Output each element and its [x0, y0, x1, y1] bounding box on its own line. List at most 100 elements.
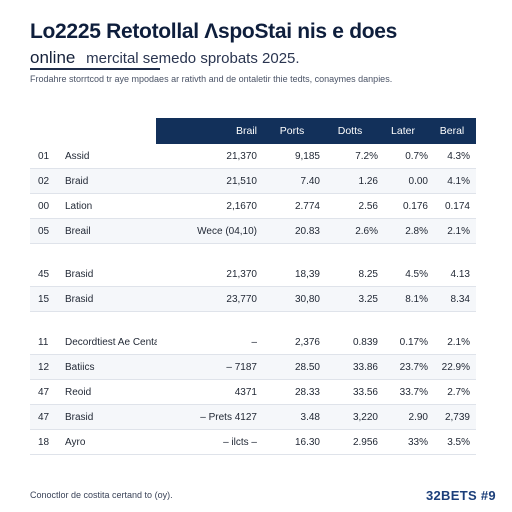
- table-row: 05 Breail Wece (04,10) 20.83 2.6% 2.8% 2.1%: [30, 219, 476, 244]
- cell-ports: 7.40: [300, 176, 320, 187]
- column-header-later: Later: [391, 125, 415, 137]
- column-header-beral: Beral: [439, 125, 465, 137]
- footer-note: Conoctlor de costita certand to (oy).: [30, 490, 173, 500]
- cell-beral: 22.9%: [441, 362, 470, 373]
- cell-later: 4.5%: [405, 269, 428, 280]
- cell-later: 33.7%: [399, 387, 428, 398]
- cell-beral: 2.7%: [447, 387, 470, 398]
- cell-index: 47: [38, 412, 50, 423]
- cell-dotts: 3,220: [352, 412, 378, 423]
- cell-later: 0.176: [402, 201, 428, 212]
- brand-logo: 32BETS #9: [426, 488, 496, 503]
- table-row: 18 Ayro – ilcts – 16.30 2.956 33% 3.5%: [30, 430, 476, 455]
- cell-index: 15: [38, 294, 50, 305]
- table-row: 12 Batiics – 7187 28.50 33.86 23.7% 22.9%: [30, 355, 476, 380]
- cell-brail: 21,510: [226, 176, 257, 187]
- cell-dotts: 2.56: [358, 201, 378, 212]
- cell-brail: Wece (04,10): [197, 226, 257, 237]
- column-header-index: 17: [38, 125, 50, 137]
- cell-index: 18: [38, 437, 50, 448]
- cell-beral: 4.1%: [447, 176, 470, 187]
- cell-beral: 4.3%: [447, 151, 470, 162]
- subtitle-main: online: [30, 48, 76, 67]
- cell-name: Brasid: [65, 412, 94, 423]
- cell-name: Brasid: [65, 294, 94, 305]
- cell-later: 0.00: [408, 176, 428, 187]
- column-header-brail: Brail: [235, 125, 257, 137]
- cell-later: 2.8%: [405, 226, 428, 237]
- cell-ports: 2,376: [294, 337, 320, 348]
- table-row: 47 Reoid 4371 28.33 33.56 33.7% 2.7%: [30, 380, 476, 405]
- table-row: 45 Brasid 21,370 18,39 8.25 4.5% 4.13: [30, 262, 476, 287]
- cell-index: 11: [38, 337, 49, 348]
- table-row: 15 Brasid 23,770 30,80 3.25 8.1% 8.34: [30, 287, 476, 312]
- column-header-ports: Ports: [279, 125, 305, 137]
- column-header-dotts: Dotts: [337, 125, 363, 137]
- cell-brail: 2,1670: [226, 201, 257, 212]
- cell-index: 00: [38, 201, 50, 212]
- cell-brail: – Prets 4127: [200, 412, 257, 423]
- subtitle-secondary: mercital semedo sprobats 2025.: [86, 50, 300, 67]
- cell-index: 45: [38, 269, 50, 280]
- cell-brail: 4371: [234, 387, 257, 398]
- cell-ports: 28.33: [294, 387, 320, 398]
- cell-dotts: 33.56: [352, 387, 378, 398]
- group-spacer: [30, 312, 476, 330]
- cell-ports: 3.48: [300, 412, 320, 423]
- title-underline: [30, 68, 160, 70]
- cell-beral: 4.13: [450, 269, 470, 280]
- report-subtitle: online mercital semedo sprobats 2025.: [30, 48, 500, 68]
- cell-later: 8.1%: [405, 294, 428, 305]
- table-row: 47 Brasid – Prets 4127 3.48 3,220 2.90 2,739: [30, 405, 476, 430]
- cell-beral: 2.1%: [447, 337, 470, 348]
- cell-brail: – ilcts –: [223, 437, 257, 448]
- cell-dotts: 7.2%: [355, 151, 378, 162]
- table-row: 11 Decordtiest Ae Cental – 2,376 0.839 0.17% 2…: [30, 330, 476, 355]
- cell-later: 0.7%: [405, 151, 428, 162]
- cell-beral: 3.5%: [447, 437, 470, 448]
- cell-index: 02: [38, 176, 50, 187]
- table-body: 01 Assid 21,370 9,185 7.2% 0.7% 4.3% 02 Braid 21,…: [30, 144, 476, 455]
- cell-name: Lation: [65, 201, 93, 212]
- cell-brail: 23,770: [226, 294, 257, 305]
- cell-ports: 30,80: [294, 294, 320, 305]
- cell-dotts: 2.956: [352, 437, 378, 448]
- cell-later: 33%: [407, 437, 428, 448]
- cell-name: Breail: [65, 226, 91, 237]
- cell-brail: 21,370: [226, 151, 257, 162]
- header-label-area: [30, 118, 156, 144]
- cell-name: Batiics: [65, 362, 95, 373]
- cell-dotts: 8.25: [358, 269, 378, 280]
- cell-later: 23.7%: [399, 362, 428, 373]
- cell-beral: 2.1%: [447, 226, 470, 237]
- cell-brail: –: [251, 337, 257, 348]
- table-row: 01 Assid 21,370 9,185 7.2% 0.7% 4.3%: [30, 144, 476, 169]
- table-header-row: 17 Sorla Brail Ports Dotts Later Beral: [30, 118, 476, 144]
- cell-ports: 18,39: [294, 269, 320, 280]
- cell-beral: 0.174: [444, 201, 470, 212]
- cell-later: 2.90: [408, 412, 428, 423]
- cell-later: 0.17%: [399, 337, 428, 348]
- cell-index: 12: [38, 362, 50, 373]
- cell-index: 01: [38, 151, 50, 162]
- cell-dotts: 2.6%: [355, 226, 378, 237]
- cell-ports: 2.774: [294, 201, 320, 212]
- cell-dotts: 0.839: [352, 337, 378, 348]
- cell-brail: 21,370: [226, 269, 257, 280]
- cell-name: Braid: [65, 176, 89, 187]
- cell-index: 47: [38, 387, 50, 398]
- cell-dotts: 3.25: [358, 294, 378, 305]
- cell-ports: 20.83: [294, 226, 320, 237]
- cell-dotts: 33.86: [352, 362, 378, 373]
- cell-beral: 2,739: [444, 412, 470, 423]
- cell-ports: 28.50: [294, 362, 320, 373]
- report-title: Lo2225 Retotollal ɅspoStai nis e does: [30, 20, 398, 43]
- cell-name: Decordtiest Ae Cental: [65, 337, 157, 348]
- cell-name: Brasid: [65, 269, 94, 280]
- table-row: 02 Braid 21,510 7.40 1.26 0.00 4.1%: [30, 169, 476, 194]
- data-table: 17 Sorla Brail Ports Dotts Later Beral 0…: [30, 118, 476, 455]
- cell-name: Assid: [65, 151, 90, 162]
- table-row: 00 Lation 2,1670 2.774 2.56 0.176 0.174: [30, 194, 476, 219]
- cell-brail: – 7187: [226, 362, 257, 373]
- cell-index: 05: [38, 226, 50, 237]
